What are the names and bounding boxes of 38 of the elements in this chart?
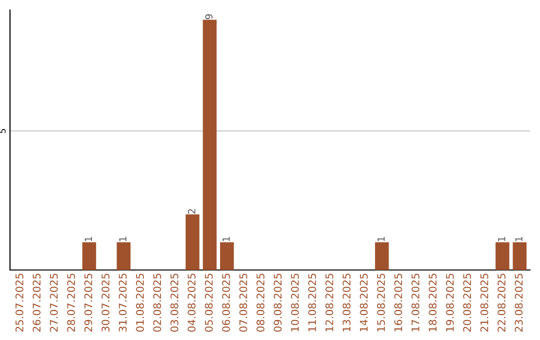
x-tick-label: 04.08.2025 <box>188 274 196 332</box>
x-tick-label: 03.08.2025 <box>170 274 178 332</box>
x-tick-label: 16.08.2025 <box>394 274 402 332</box>
x-tick-label: 12.08.2025 <box>325 274 334 332</box>
x-tick-label: 21.08.2025 <box>480 274 488 332</box>
x-tick-label: 09.08.2025 <box>274 274 282 332</box>
x-tick-label: 27.07.2025 <box>50 274 58 332</box>
data-label: 1 <box>222 236 230 242</box>
data-label: 9 <box>205 14 213 20</box>
x-tick-label: 13.08.2025 <box>342 274 351 332</box>
x-tick-label: 31.07.2025 <box>118 274 127 332</box>
x-tick-label: 26.07.2025 <box>32 274 41 332</box>
data-label: 1 <box>84 236 92 242</box>
x-tick-label: 28.07.2025 <box>67 274 76 332</box>
x-tick-label: 11.08.2025 <box>308 274 316 332</box>
x-tick-label: 29.07.2025 <box>84 274 92 332</box>
x-tick-label: 07.08.2025 <box>239 274 248 332</box>
x-tick-label: 19.08.2025 <box>446 274 454 332</box>
x-tick-label: 23.08.2025 <box>514 274 523 332</box>
data-label: 1 <box>498 236 506 242</box>
data-label: 2 <box>188 209 196 214</box>
x-tick-label: 05.08.2025 <box>204 274 213 332</box>
x-tick-label: 10.08.2025 <box>290 274 299 332</box>
data-label: 1 <box>515 236 522 242</box>
x-tick-label: 14.08.2025 <box>360 274 368 332</box>
data-label: 1 <box>119 236 126 242</box>
x-tick-label: 17.08.2025 <box>412 274 420 332</box>
x-tick-label: 22.08.2025 <box>498 274 506 332</box>
x-tick-label: 30.07.2025 <box>102 274 110 332</box>
x-tick-label: 08.08.2025 <box>256 274 264 332</box>
data-label: 1 <box>378 236 385 242</box>
x-tick-label: 01.08.2025 <box>136 274 144 332</box>
x-tick-label: 18.08.2025 <box>428 274 437 332</box>
x-tick-label: 06.08.2025 <box>222 274 230 332</box>
x-tick-label: 15.08.2025 <box>377 274 385 332</box>
x-tick-label: 20.08.2025 <box>463 274 472 332</box>
x-tick-label: 02.08.2025 <box>153 274 162 332</box>
x-tick-label: 25.07.2025 <box>15 274 24 332</box>
